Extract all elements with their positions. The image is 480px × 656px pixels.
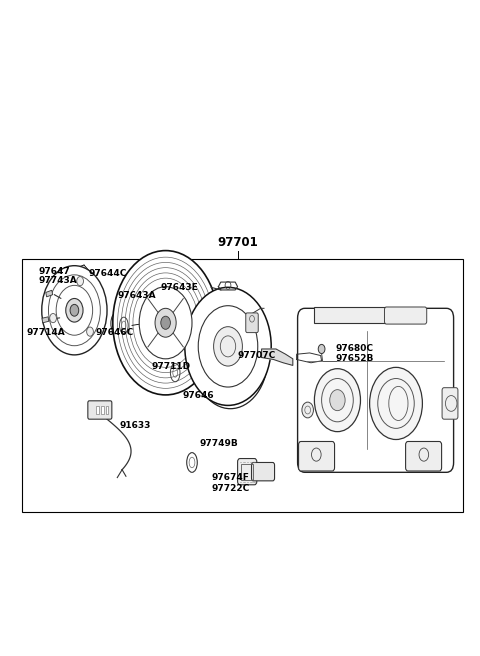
Circle shape (50, 314, 57, 323)
Circle shape (66, 298, 83, 322)
Bar (42, 317, 49, 323)
Text: 97674F: 97674F (211, 473, 249, 482)
FancyBboxPatch shape (238, 459, 257, 485)
FancyBboxPatch shape (298, 308, 454, 472)
Text: 97646: 97646 (182, 391, 214, 400)
FancyBboxPatch shape (88, 401, 112, 419)
Circle shape (155, 308, 176, 337)
Text: 97646C: 97646C (96, 327, 134, 337)
Circle shape (185, 287, 271, 405)
Text: 97743A: 97743A (38, 276, 77, 285)
FancyBboxPatch shape (252, 462, 275, 481)
FancyBboxPatch shape (246, 313, 258, 333)
Circle shape (330, 390, 345, 411)
Bar (314, 307, 422, 323)
Bar (101, 406, 104, 414)
Bar (46, 290, 53, 297)
Text: 97652B: 97652B (336, 354, 374, 363)
Circle shape (302, 402, 313, 418)
Circle shape (42, 266, 107, 355)
Circle shape (370, 367, 422, 440)
Circle shape (314, 369, 360, 432)
Bar (96, 406, 99, 414)
Bar (22, 259, 463, 512)
FancyBboxPatch shape (406, 441, 442, 471)
Text: 97647: 97647 (38, 266, 70, 276)
Text: 97643E: 97643E (161, 283, 199, 292)
FancyBboxPatch shape (299, 441, 335, 471)
Circle shape (70, 304, 79, 316)
Text: 97711D: 97711D (151, 361, 191, 371)
Bar (106, 406, 108, 414)
Text: 97714A: 97714A (26, 327, 65, 337)
Text: 97722C: 97722C (211, 483, 250, 493)
Text: 91633: 91633 (119, 420, 150, 430)
Circle shape (77, 277, 84, 286)
Text: 97643A: 97643A (118, 291, 156, 300)
Text: 97749B: 97749B (199, 439, 238, 448)
FancyBboxPatch shape (442, 388, 458, 419)
FancyBboxPatch shape (384, 307, 427, 324)
Circle shape (87, 327, 94, 337)
Circle shape (161, 316, 170, 329)
Text: 97644C: 97644C (89, 268, 127, 277)
Circle shape (139, 287, 192, 359)
Polygon shape (262, 349, 293, 365)
Circle shape (113, 251, 218, 395)
Text: 97680C: 97680C (336, 344, 374, 353)
Text: 97707C: 97707C (238, 350, 276, 359)
Circle shape (214, 327, 242, 366)
Circle shape (318, 344, 325, 354)
Text: 97701: 97701 (217, 236, 258, 249)
Bar (241, 464, 253, 480)
Polygon shape (297, 353, 322, 363)
